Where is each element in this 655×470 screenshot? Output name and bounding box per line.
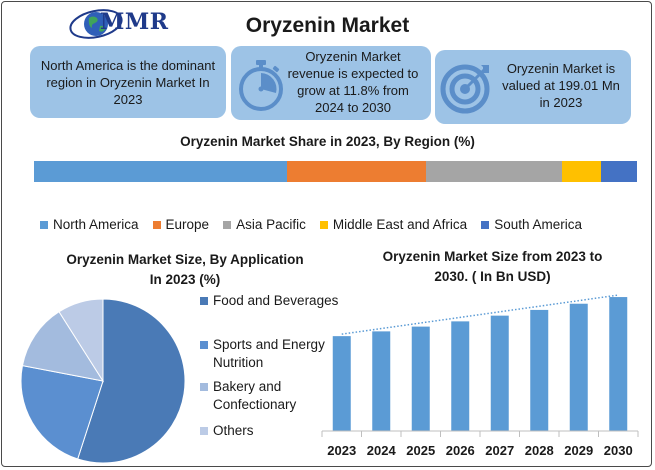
- market-size-title-line1: Oryzenin Market Size from 2023 to: [382, 249, 603, 264]
- x-tick-label-2023: 2023: [327, 443, 356, 458]
- info-box-value: Oryzenin Market is valued at 199.01 Mn i…: [435, 50, 631, 124]
- bar-2026: [451, 321, 470, 431]
- legend-item-middle-east-and-africa: Middle East and Africa: [319, 217, 468, 232]
- share-segment-north-america: [34, 161, 288, 182]
- region-share-bar: [34, 161, 637, 182]
- logo-text: MMR: [100, 9, 169, 35]
- x-tick-label-2029: 2029: [564, 443, 593, 458]
- pie-slice-bakery-and-confectionary: [21, 311, 105, 382]
- pie-legend-label: Sports and Energy Nutrition: [213, 337, 325, 370]
- legend-label: Middle East and Africa: [332, 217, 468, 232]
- info-box-region: North America is the dominant region in …: [30, 46, 226, 118]
- legend-swatch: [319, 220, 328, 229]
- info-box-growth: Oryzenin Market revenue is expected to g…: [231, 46, 431, 120]
- x-tick-label-2030: 2030: [604, 443, 633, 458]
- legend-label: Europe: [165, 217, 210, 232]
- page-title: Oryzenin Market: [245, 14, 410, 37]
- bar-2023: [332, 336, 351, 431]
- bar-2028: [530, 309, 549, 431]
- pie-legend-swatch: [200, 427, 208, 435]
- market-size-bar-chart: 2023 2024 2025 2026 2027 2028 2029 2030: [321, 294, 639, 458]
- legend-item-south-america: South America: [481, 217, 582, 232]
- market-size-title: Oryzenin Market Size from 2023 to 2030. …: [345, 247, 640, 287]
- target-icon: [440, 64, 490, 114]
- share-segment-south-america: [600, 161, 637, 182]
- x-tick-label-2027: 2027: [485, 443, 514, 458]
- pie-slice-sports-and-energy-nutrition: [20, 365, 104, 460]
- pie-legend-item-sports-and-energy-nutrition: Sports and Energy Nutrition: [200, 336, 340, 372]
- legend-swatch: [481, 220, 490, 229]
- trendline: [341, 294, 619, 335]
- legend-label: North America: [53, 217, 139, 232]
- x-tick-label-2024: 2024: [367, 443, 397, 458]
- pie-legend-item-bakery-and-confectionary: Bakery and Confectionary: [200, 378, 340, 414]
- legend-item-europe: Europe: [152, 217, 210, 232]
- legend-label: Asia Pacific: [236, 217, 306, 232]
- legend-swatch: [40, 220, 48, 229]
- pie-slice-others: [58, 298, 104, 383]
- region-share-title: Oryzenin Market Share in 2023, By Region…: [180, 134, 475, 149]
- region-legend: North America Europe Asia Pacific Middle Ea…: [40, 217, 596, 232]
- pie-legend-item-others: Others: [200, 422, 340, 440]
- bar-2024: [372, 331, 391, 431]
- share-segment-asia-pacific: [425, 161, 562, 182]
- pie-legend-label: Others: [213, 423, 254, 438]
- application-pie-title: Oryzenin Market Size, By Application In …: [40, 250, 330, 290]
- legend-label: South America: [494, 217, 582, 232]
- info-box-growth-text: Oryzenin Market revenue is expected to g…: [287, 49, 419, 115]
- x-tick-label-2028: 2028: [525, 443, 554, 458]
- application-pie-title-line1: Oryzenin Market Size, By Application: [66, 252, 304, 267]
- bar-2030: [609, 297, 628, 431]
- pie-legend-label: Food and Beverages: [213, 293, 339, 308]
- application-pie-title-line2: In 2023 (%): [149, 272, 221, 287]
- info-box-value-text: Oryzenin Market is valued at 199.01 Mn i…: [502, 61, 620, 110]
- bar-2027: [490, 315, 509, 431]
- share-segment-middle-east-and-africa: [561, 161, 601, 182]
- legend-swatch: [223, 220, 232, 229]
- legend-item-asia-pacific: Asia Pacific: [223, 217, 306, 232]
- share-segment-europe: [287, 161, 426, 182]
- pie-legend-item-food-and-beverages: Food and Beverages: [200, 292, 340, 310]
- pie-legend-swatch: [200, 383, 208, 391]
- application-pie-chart: [20, 298, 186, 464]
- pie-slice-food-and-beverages: [77, 298, 186, 464]
- stopwatch-icon: [239, 60, 283, 111]
- pie-legend-swatch: [200, 297, 208, 305]
- x-tick-label-2026: 2026: [446, 443, 475, 458]
- mmr-globe-logo: [69, 9, 123, 39]
- legend-item-north-america: North America: [40, 217, 139, 232]
- market-size-title-line2: 2030. ( In Bn USD): [434, 269, 551, 284]
- info-box-region-text: North America is the dominant region in …: [40, 57, 216, 107]
- bar-2029: [569, 303, 588, 431]
- pie-legend-swatch: [200, 341, 208, 349]
- x-tick-label-2025: 2025: [406, 443, 435, 458]
- pie-legend-label: Bakery and Confectionary: [213, 379, 297, 412]
- bar-2025: [411, 326, 430, 431]
- legend-swatch: [152, 220, 161, 229]
